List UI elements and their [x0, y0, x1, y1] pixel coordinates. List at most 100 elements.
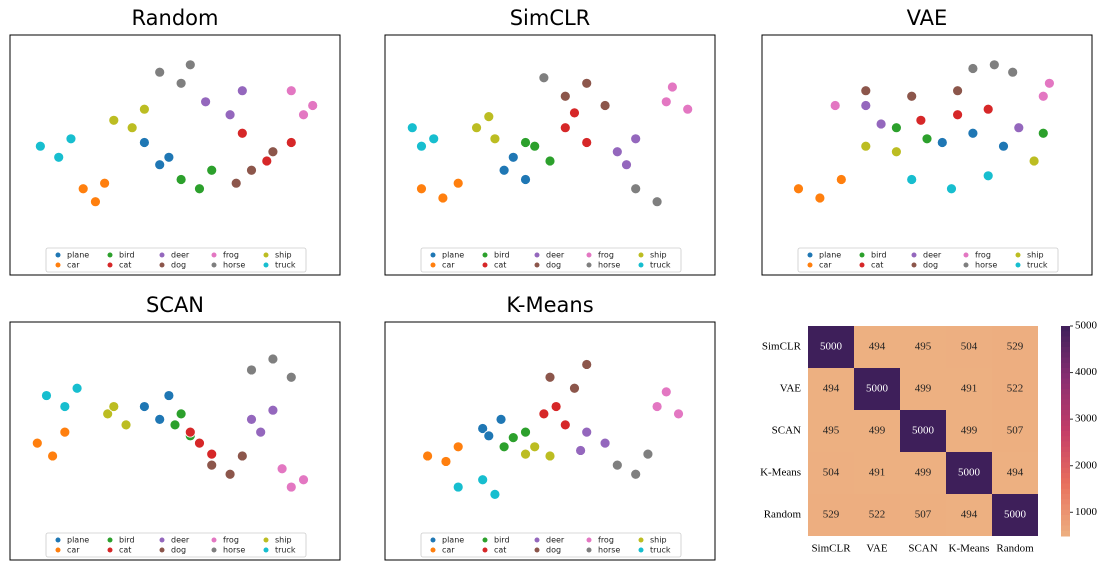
plot-frame — [9, 321, 341, 561]
point — [915, 114, 927, 126]
cell-label: 507 — [1007, 425, 1024, 437]
heatmap-cell — [946, 452, 992, 494]
point — [489, 488, 501, 500]
legend-label: ship — [275, 251, 292, 260]
legend-marker — [211, 262, 217, 268]
point — [246, 413, 257, 425]
cell-label: 494 — [961, 509, 978, 521]
legend-label: bird — [119, 536, 135, 545]
colorbar-segment — [1061, 509, 1070, 516]
point — [611, 146, 623, 158]
legend-marker — [859, 252, 865, 258]
point — [544, 450, 556, 462]
legend-marker — [55, 547, 61, 553]
legend-label: plane — [67, 536, 89, 545]
colorbar-segment — [1061, 467, 1070, 474]
colorbar-tick-label: 5000 — [1075, 320, 1098, 332]
point — [538, 72, 550, 84]
legend-marker — [638, 537, 644, 543]
point — [630, 183, 642, 195]
point — [108, 401, 120, 412]
heatmap-cell — [992, 326, 1038, 368]
legend-marker — [534, 262, 540, 268]
legend-marker — [963, 262, 969, 268]
colorbar-segment — [1061, 483, 1070, 490]
point — [246, 364, 257, 376]
point — [267, 146, 279, 158]
cell-label: 5000 — [1004, 509, 1027, 521]
point — [477, 474, 489, 486]
y-tick-label: SimCLR — [762, 341, 802, 353]
point — [630, 468, 642, 480]
colorbar-segment — [1061, 368, 1070, 374]
cell-label: 499 — [915, 467, 932, 479]
legend-label: deer — [546, 251, 565, 260]
legend-label: frog — [975, 251, 991, 260]
point — [1037, 127, 1049, 139]
panel-title: SCAN — [146, 293, 204, 317]
colorbar-segment — [1061, 425, 1070, 432]
legend-marker — [263, 537, 269, 543]
point — [230, 177, 242, 189]
point — [154, 413, 166, 425]
point — [529, 140, 541, 152]
heatmap-cell — [946, 410, 992, 452]
legend-marker — [211, 547, 217, 553]
point — [581, 359, 593, 370]
y-tick-label: SCAN — [772, 425, 801, 437]
point — [267, 353, 279, 365]
point — [261, 155, 273, 167]
point — [891, 146, 902, 158]
colorbar-segment — [1061, 399, 1070, 406]
legend-marker — [638, 262, 644, 268]
point — [184, 426, 196, 438]
plot-frame — [384, 34, 716, 276]
point — [498, 441, 510, 453]
cell-label: 494 — [869, 341, 886, 353]
legend-label: ship — [275, 536, 292, 545]
legend-marker — [911, 262, 917, 268]
point — [906, 90, 918, 102]
point — [544, 371, 556, 383]
legend-label: deer — [546, 536, 565, 545]
point — [285, 85, 297, 97]
point — [120, 419, 132, 431]
point — [507, 432, 519, 444]
point — [621, 159, 632, 171]
x-tick-label: SCAN — [908, 543, 937, 555]
colorbar-segment — [1061, 331, 1070, 337]
legend-marker — [107, 262, 113, 268]
point — [440, 456, 452, 467]
point — [581, 426, 593, 438]
legend-marker — [55, 537, 61, 543]
cell-label: 504 — [961, 341, 978, 353]
point — [660, 96, 672, 108]
legend-label: cat — [494, 261, 506, 270]
heatmap-cell — [900, 368, 946, 410]
legend-marker — [159, 537, 165, 543]
point — [1007, 66, 1019, 78]
heatmap-cell — [854, 368, 900, 410]
legend-label: dog — [546, 261, 561, 270]
legend-label: plane — [67, 251, 89, 260]
legend-marker — [55, 252, 61, 258]
legend-label: horse — [598, 546, 620, 555]
cell-label: 522 — [1007, 383, 1024, 395]
point — [452, 481, 464, 493]
legend-marker — [263, 262, 269, 268]
legend-label: dog — [923, 261, 938, 270]
heatmap-cell — [854, 494, 900, 536]
legend-marker — [638, 252, 644, 258]
legend-marker — [859, 262, 865, 268]
cell-label: 499 — [961, 425, 978, 437]
x-tick-label: Random — [996, 543, 1034, 555]
cell-label: 499 — [915, 383, 932, 395]
legend-label: car — [67, 546, 80, 555]
point — [102, 408, 114, 420]
plot-frame — [761, 34, 1093, 276]
point — [860, 85, 872, 97]
point — [71, 382, 83, 394]
legend-marker — [107, 537, 113, 543]
legend-marker — [159, 252, 165, 258]
point — [154, 159, 166, 171]
